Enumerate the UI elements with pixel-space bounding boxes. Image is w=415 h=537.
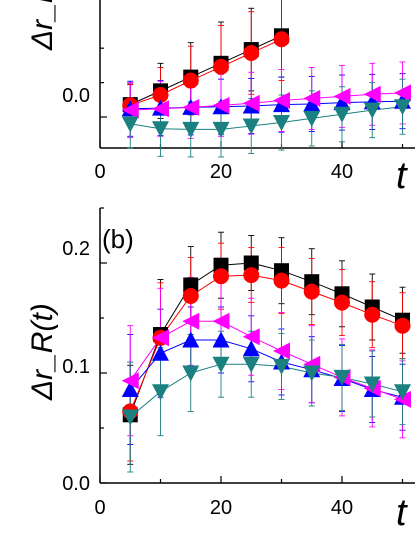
data-point-triangle-down	[242, 118, 260, 135]
series-line-triangle-left	[129, 320, 403, 400]
panel-b-ticks	[99, 207, 404, 484]
data-point-triangle-up	[121, 381, 139, 397]
panel-a-y-axis-label: Δr_R	[26, 0, 59, 51]
data-point-triangle-left	[394, 84, 411, 102]
panel-a-series-lines	[130, 35, 403, 130]
panel-a-x-tick-40: 40	[331, 161, 353, 183]
data-point-triangle-down	[242, 356, 260, 373]
data-point-triangle-down	[212, 356, 230, 373]
data-point-triangle-down	[152, 384, 169, 401]
data-point-triangle-down	[121, 116, 139, 133]
data-point-triangle-up	[212, 331, 230, 348]
panel-a-x-tick-20: 20	[210, 161, 232, 183]
panel-b-x-tick-0: 0	[94, 497, 105, 519]
panel-b-y-axis-label: Δr_R(t)	[26, 303, 59, 401]
data-point-triangle-left	[273, 342, 290, 360]
data-point-triangle-down	[273, 358, 290, 375]
data-point-triangle-left	[333, 87, 351, 105]
series-line-square	[129, 262, 403, 415]
data-point-triangle-up	[182, 331, 200, 348]
panel-a-y-tick-0: 0.0	[62, 85, 90, 107]
panel-b-x-tick-20: 20	[210, 497, 232, 519]
series-line-triangle-down	[129, 363, 403, 418]
panel-a-x-tick-0: 0	[94, 161, 105, 183]
data-point-circle	[213, 58, 229, 75]
data-point-triangle-left	[273, 92, 290, 110]
panel-a-markers	[121, 28, 411, 138]
data-point-triangle-left	[303, 89, 321, 107]
data-point-square	[213, 257, 229, 273]
series-line-triangle-left	[130, 92, 403, 111]
data-point-triangle-down	[273, 115, 290, 132]
panel-b-x-tick-40: 40	[331, 497, 353, 519]
data-point-triangle-left	[152, 100, 169, 118]
panel-b: (b) 0.0 0.1 0.2 0 20 40 t Δr_R(t)	[26, 207, 415, 534]
data-point-triangle-left	[242, 328, 260, 346]
panel-b-y-tick-0: 0.0	[62, 473, 90, 495]
data-point-circle	[273, 272, 290, 289]
data-point-triangle-down	[303, 365, 321, 382]
data-point-triangle-down	[303, 110, 321, 127]
series-line-circle	[129, 274, 403, 412]
data-point-triangle-up	[242, 340, 260, 357]
data-point-triangle-left	[363, 85, 381, 103]
data-point-triangle-left	[212, 96, 230, 114]
panel-a: 0.0 0 20 40 t Δr_R	[26, 0, 415, 197]
data-point-circle	[303, 283, 320, 300]
data-point-circle	[182, 288, 199, 304]
data-point-circle	[394, 317, 411, 334]
data-point-circle	[213, 268, 229, 285]
panel-a-error-bars	[127, 0, 406, 158]
panel-b-y-tick-2: 0.2	[62, 238, 90, 260]
data-point-triangle-down	[394, 99, 411, 116]
data-point-circle	[364, 306, 381, 323]
data-point-triangle-up	[152, 344, 169, 361]
panel-b-y-tick-1: 0.1	[62, 356, 90, 378]
data-point-triangle-left	[212, 312, 230, 330]
data-point-triangle-down	[333, 369, 351, 386]
data-point-triangle-left	[121, 372, 139, 390]
series-line-triangle-up	[129, 339, 403, 398]
data-point-triangle-left	[182, 98, 200, 116]
data-point-circle	[273, 31, 290, 48]
data-point-triangle-down	[394, 384, 411, 401]
data-point-triangle-down	[152, 121, 169, 138]
data-point-circle	[243, 45, 260, 62]
panel-b-markers	[121, 255, 411, 426]
panel-b-error-bars	[127, 231, 406, 473]
panel-b-x-axis-label: t	[396, 492, 408, 534]
data-point-triangle-left	[242, 94, 260, 112]
data-point-triangle-left	[182, 312, 200, 330]
data-point-triangle-down	[363, 376, 381, 393]
panel-b-series-lines	[129, 262, 403, 418]
data-point-square	[183, 277, 199, 293]
data-point-triangle-down	[333, 106, 351, 123]
panel-a-x-axis-label: t	[396, 155, 408, 197]
data-point-triangle-left	[121, 101, 139, 119]
data-point-circle	[334, 294, 350, 311]
series-line-triangle-down	[130, 106, 403, 130]
data-point-circle	[243, 267, 260, 284]
data-point-circle	[152, 86, 169, 103]
data-point-triangle-down	[182, 121, 200, 138]
data-point-triangle-up	[333, 94, 351, 111]
data-point-triangle-down	[212, 121, 230, 138]
data-point-triangle-down	[121, 409, 139, 426]
data-point-square	[243, 255, 259, 271]
data-point-circle	[182, 72, 199, 89]
data-point-triangle-down	[182, 365, 200, 382]
data-point-triangle-up	[303, 95, 321, 112]
data-point-triangle-down	[363, 102, 381, 119]
panel-b-label: (b)	[102, 224, 134, 254]
data-point-triangle-left	[152, 329, 169, 347]
